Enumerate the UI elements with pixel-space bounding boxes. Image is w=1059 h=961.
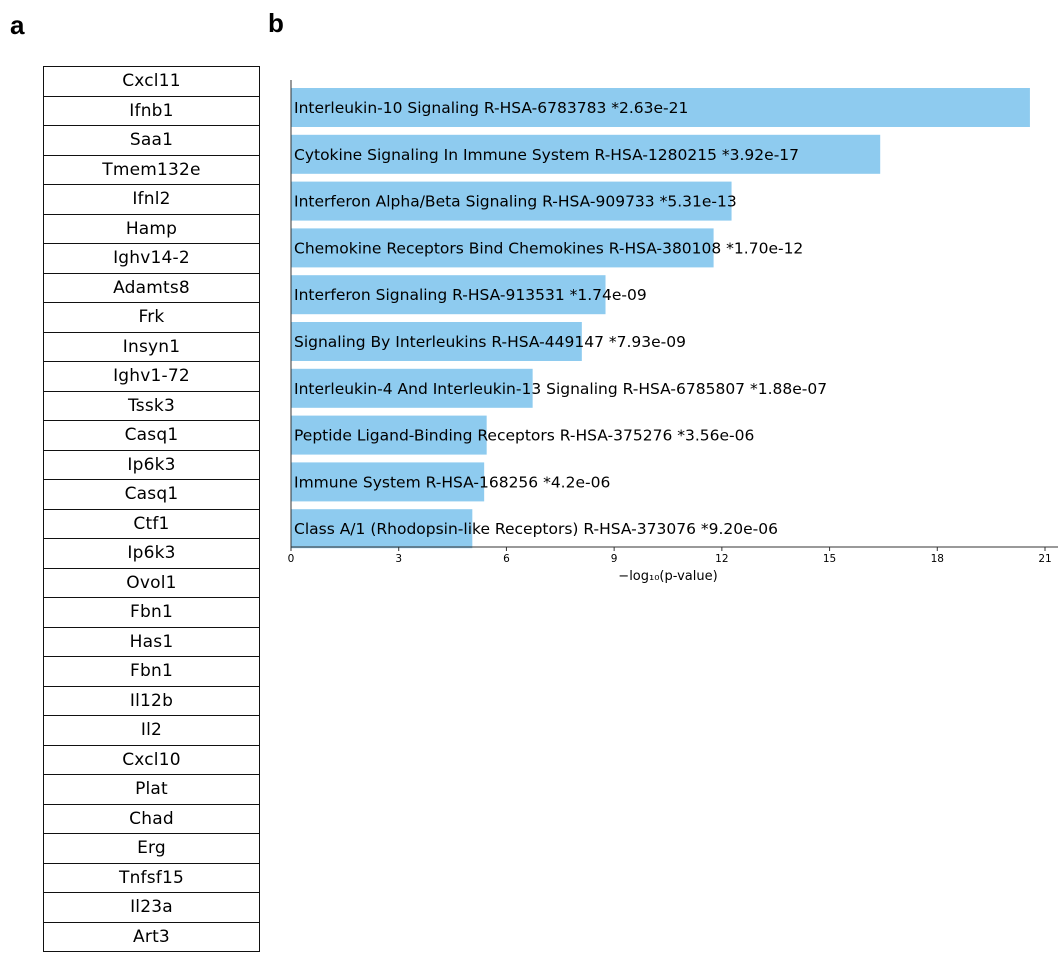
panel-a-label: a (10, 10, 25, 40)
bar (291, 228, 714, 268)
gene-row: Fbn1 (44, 657, 259, 687)
bar (291, 88, 1030, 127)
bar (291, 181, 732, 221)
bar-label: Interferon Signaling R-HSA-913531 *1.74e… (294, 286, 647, 304)
bar (291, 509, 473, 549)
gene-row: Casq1 (44, 421, 259, 451)
x-tick-label: 12 (715, 553, 728, 565)
gene-row: Adamts8 (44, 274, 259, 303)
gene-row: Art3 (44, 923, 259, 952)
gene-row: Ifnb1 (44, 97, 259, 126)
gene-row: Ovol1 (44, 569, 259, 598)
gene-row: Tmem132e (44, 156, 259, 185)
gene-row: Ctf1 (44, 510, 259, 539)
panel-b-label: b (268, 8, 284, 38)
gene-row: Hamp (44, 215, 259, 244)
gene-row: Ip6k3 (44, 539, 259, 569)
x-tick-label: 21 (1038, 553, 1051, 565)
gene-row: Fbn1 (44, 598, 259, 628)
x-tick-label: 9 (611, 553, 618, 565)
gene-row: Ifnl2 (44, 185, 259, 215)
gene-row: Il2 (44, 716, 259, 746)
gene-row: Tssk3 (44, 392, 259, 421)
bar-label: Chemokine Receptors Bind Chemokines R-HS… (294, 239, 803, 257)
bar-label: Interleukin-4 And Interleukin-13 Signali… (294, 380, 827, 398)
bar (291, 462, 485, 502)
bar-label: Peptide Ligand-Binding Receptors R-HSA-3… (294, 427, 754, 445)
gene-row: Ip6k3 (44, 451, 259, 480)
gene-row: Il23a (44, 893, 259, 923)
gene-row: Chad (44, 805, 259, 834)
x-tick-label: 18 (931, 553, 944, 565)
gene-row: Casq1 (44, 480, 259, 510)
gene-row: Has1 (44, 628, 259, 657)
gene-row: Il12b (44, 687, 259, 716)
bar-label: Interferon Alpha/Beta Signaling R-HSA-90… (294, 193, 737, 211)
x-tick-label: 0 (288, 553, 295, 565)
bar-label: Class A/1 (Rhodopsin-like Receptors) R-H… (294, 520, 778, 538)
gene-row: Ighv1-72 (44, 362, 259, 392)
x-tick-label: 6 (503, 553, 510, 565)
x-tick-label: 3 (395, 553, 402, 565)
bar-label: Interleukin-10 Signaling R-HSA-6783783 *… (294, 99, 688, 117)
gene-row: Ighv14-2 (44, 244, 259, 274)
gene-row: Cxcl11 (44, 67, 259, 97)
bar (291, 415, 487, 455)
gene-row: Insyn1 (44, 333, 259, 362)
gene-row: Frk (44, 303, 259, 333)
bar-label: Cytokine Signaling In Immune System R-HS… (294, 146, 799, 164)
gene-row: Erg (44, 834, 259, 864)
bar (291, 134, 881, 174)
gene-row: Plat (44, 775, 259, 805)
bar-label: Immune System R-HSA-168256 *4.2e-06 (294, 473, 610, 491)
bar (291, 322, 582, 361)
gene-row: Cxcl10 (44, 746, 259, 775)
x-tick-label: 15 (823, 553, 836, 565)
bar (291, 275, 606, 315)
gene-row: Saa1 (44, 126, 259, 156)
x-axis-title: −log₁₀(p-value) (618, 569, 717, 584)
pathway-bar-chart: Interleukin-10 Signaling R-HSA-6783783 *… (288, 80, 1058, 584)
bar (291, 368, 533, 408)
bar-label: Signaling By Interleukins R-HSA-449147 *… (294, 333, 686, 351)
gene-table: Cxcl11 Ifnb1 Saa1 Tmem132e Ifnl2 Hamp Ighv14-2… (43, 66, 260, 952)
gene-row: Tnfsf15 (44, 864, 259, 893)
